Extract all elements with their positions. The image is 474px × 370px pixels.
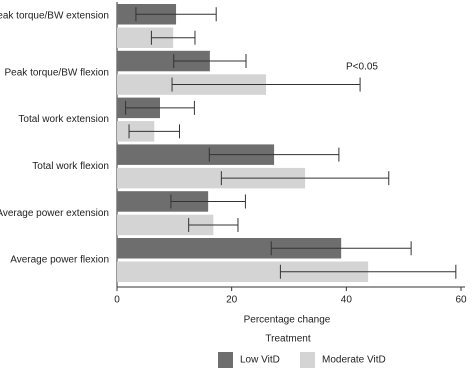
bar <box>117 214 214 236</box>
y-tick-label: Total work extension <box>18 114 109 125</box>
error-bar <box>279 264 457 279</box>
bar <box>117 27 174 48</box>
x-tick-label: 60 <box>455 295 467 306</box>
error-bar <box>128 124 180 139</box>
error-bar <box>270 241 412 256</box>
bar <box>117 144 275 165</box>
x-tick-label: 0 <box>114 295 120 306</box>
legend-title: Treatment <box>265 334 310 345</box>
legend-swatch <box>218 352 233 368</box>
bar <box>117 191 209 212</box>
x-tick-label: 40 <box>341 295 353 306</box>
y-tick-label: Average power extension <box>0 208 109 219</box>
error-bar <box>170 194 246 209</box>
bar <box>117 167 306 189</box>
error-bar <box>135 7 217 22</box>
bar <box>117 261 369 282</box>
error-bar <box>208 147 340 162</box>
bar <box>117 50 210 72</box>
error-bar <box>171 77 361 92</box>
x-axis-label: Percentage change <box>244 315 331 326</box>
y-tick-label: Peak torque/BW extension <box>0 11 109 22</box>
y-tick-label: Peak torque/BW flexion <box>5 67 110 78</box>
error-bar <box>188 217 239 232</box>
error-bar <box>220 171 390 186</box>
legend-swatch <box>300 352 315 368</box>
bar <box>117 238 342 259</box>
y-tick-label: Average power flexion <box>10 255 109 266</box>
error-bar <box>150 30 196 45</box>
y-tick-label: Total work flexion <box>32 161 109 172</box>
annotation: P<0.05 <box>346 62 378 73</box>
error-bar <box>173 54 247 69</box>
legend-label: Moderate VitD <box>322 355 386 366</box>
error-bar <box>125 100 195 115</box>
x-tick-label: 20 <box>226 295 238 306</box>
legend-label: Low VitD <box>240 355 280 366</box>
